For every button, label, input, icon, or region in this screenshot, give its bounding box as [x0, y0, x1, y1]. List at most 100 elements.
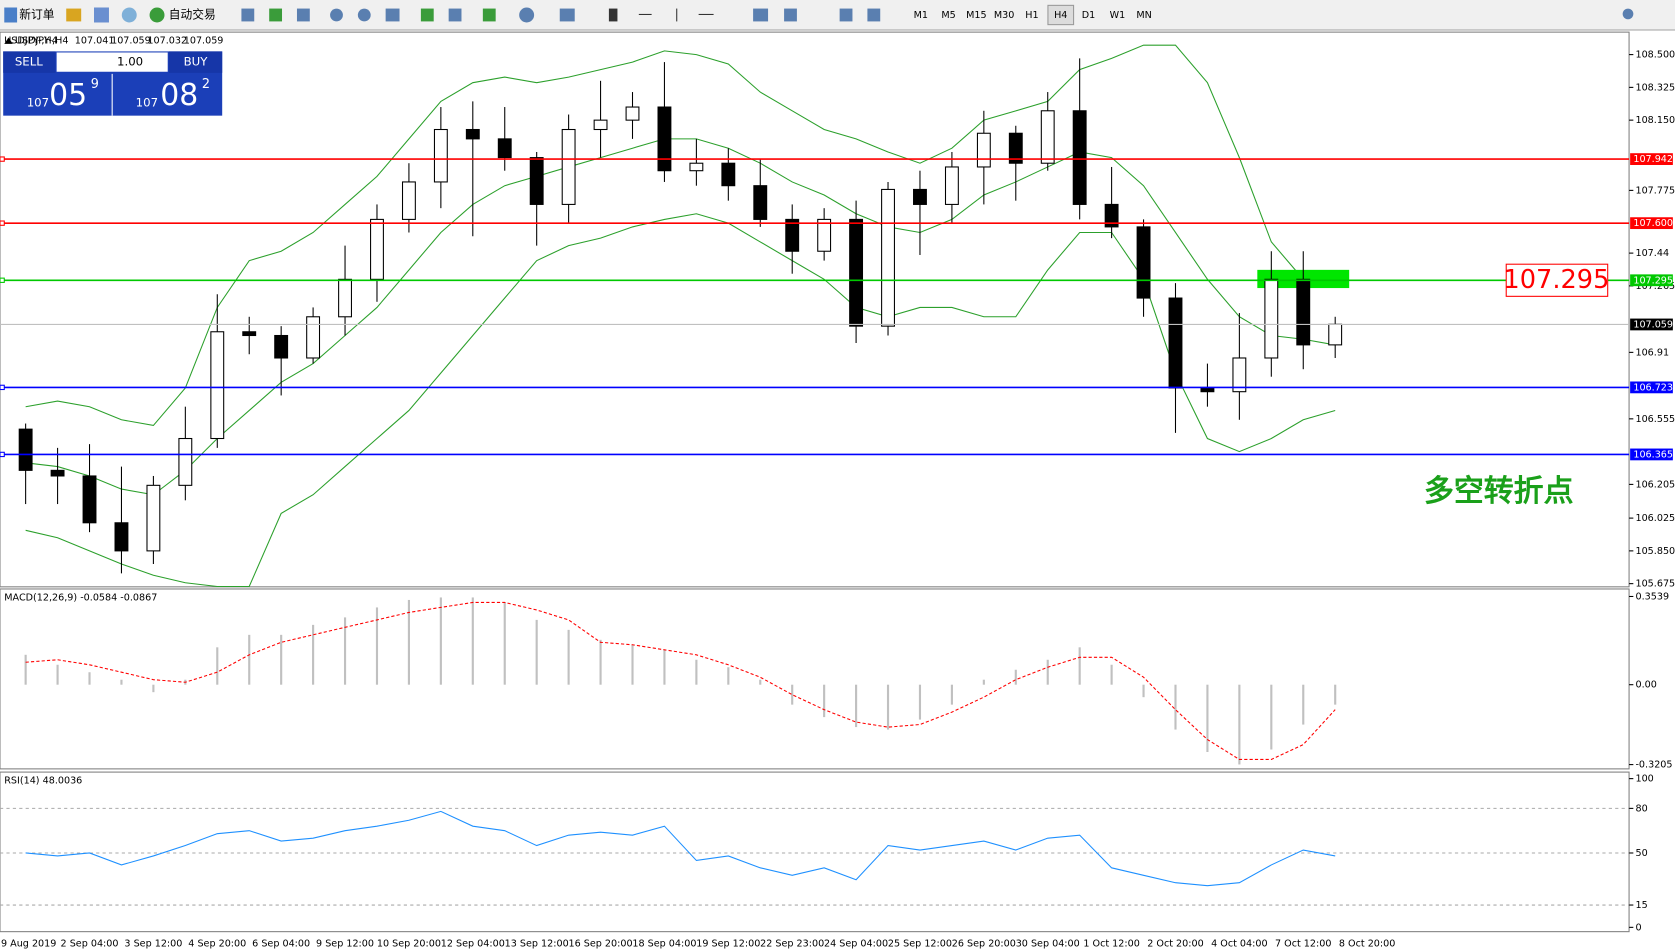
timeframe[interactable]: D1 [1082, 10, 1095, 21]
tool-icon[interactable] [784, 8, 797, 22]
macd-bar [823, 684, 826, 718]
tool-icon[interactable] [330, 8, 343, 22]
tool-icon[interactable] [482, 8, 496, 22]
candle-body [82, 475, 97, 524]
candle-body [913, 188, 927, 205]
y-tick-label: 106.205 [1635, 479, 1675, 490]
tool-icon[interactable] [867, 8, 881, 22]
tool-icon[interactable] [357, 8, 371, 22]
candle-body [593, 119, 608, 131]
candle-body [1296, 278, 1311, 346]
timeframe[interactable]: M1 [914, 10, 928, 21]
x-tick-label: 16 Sep 20:00 [569, 938, 633, 949]
new-order-icon[interactable] [4, 7, 18, 23]
macd-bar [1334, 684, 1337, 705]
timeframe[interactable]: H4 [1054, 10, 1067, 21]
timeframe[interactable]: M30 [994, 10, 1015, 21]
macd-signal [25, 601, 1336, 760]
macd-bar [855, 684, 858, 728]
y-tick-label: 107.775 [1635, 185, 1675, 196]
sell-button[interactable] [3, 51, 56, 73]
timeframe[interactable]: M15 [966, 10, 987, 21]
chart-area: USDJPY-,H4 108.500 108.325 108.150 107.775 10… [0, 31, 1675, 949]
x-tick-label: 2 Sep 04:00 [61, 938, 119, 949]
buy-pips[interactable]: 08 [160, 78, 198, 113]
tool-icon[interactable] [66, 8, 82, 22]
candle-body [561, 128, 576, 205]
tool-icon[interactable] [420, 8, 434, 22]
timeframe[interactable]: M5 [941, 10, 955, 21]
x-tick-label: 19 Sep 12:00 [696, 938, 760, 949]
lot-input[interactable] [56, 52, 168, 72]
candle-body [114, 522, 129, 552]
lot-value[interactable]: 1.00 [117, 55, 143, 69]
sell-label[interactable]: SELL [15, 55, 43, 69]
x-tick-label: 12 Sep 04:00 [441, 938, 505, 949]
sell-frac[interactable]: 9 [91, 77, 99, 92]
timeframe[interactable]: H1 [1025, 10, 1038, 21]
sell-big[interactable]: 107 [27, 95, 49, 109]
buy-label[interactable]: BUY [184, 55, 209, 69]
macd-bar [216, 647, 219, 685]
level-label: 107.295 [1633, 275, 1673, 286]
candle-body [50, 469, 65, 477]
macd-bar [280, 634, 283, 685]
tool-icon[interactable] [676, 8, 678, 22]
level-anchor [0, 220, 5, 226]
buy-button[interactable] [168, 51, 223, 73]
search-icon[interactable] [1622, 8, 1634, 20]
annotation: 多空转折点 [1424, 474, 1574, 509]
x-tick-label: 22 Sep 23:00 [760, 938, 824, 949]
new-order[interactable]: 新订单 [19, 7, 54, 21]
quote-value: 107.059 [111, 36, 151, 47]
tool-icon[interactable] [608, 8, 618, 22]
level-label: 106.723 [1633, 382, 1673, 393]
quote-value: 107.032 [147, 36, 187, 47]
x-tick-label: 29 Aug 2019 [0, 938, 56, 949]
tool-icon[interactable] [94, 7, 109, 23]
candle-body [1232, 357, 1247, 393]
macd-bar [695, 659, 698, 685]
tool-icon[interactable] [121, 7, 137, 23]
y-tick-label: 106.555 [1635, 414, 1675, 425]
macd-bar [950, 684, 953, 705]
level-anchor [0, 277, 5, 283]
quote-value: 107.041 [75, 36, 115, 47]
x-tick-label: 7 Oct 12:00 [1275, 938, 1331, 949]
level-badge [1630, 274, 1673, 287]
timeframe[interactable]: MN [1136, 10, 1151, 21]
trade-panel: SELL 1.00 BUY 107 05 9 107 08 2 [3, 51, 223, 116]
tool-icon[interactable] [839, 8, 853, 22]
tool-icon[interactable] [241, 8, 255, 22]
buy-big[interactable]: 107 [136, 95, 158, 109]
x-tick-label: 3 Sep 12:00 [124, 938, 182, 949]
tool-icon[interactable] [753, 8, 769, 22]
macd-bar [1174, 684, 1177, 730]
buy-frac[interactable]: 2 [202, 77, 210, 92]
tool-icon[interactable] [638, 13, 652, 15]
tool-icon[interactable] [519, 7, 535, 23]
tool-icon[interactable] [698, 13, 714, 15]
tool-icon[interactable] [385, 8, 400, 22]
tool-icon[interactable] [559, 8, 575, 22]
auto-trading-icon[interactable] [149, 7, 165, 23]
candle-body [1008, 132, 1023, 164]
macd-bar [1270, 684, 1273, 750]
tool-icon[interactable] [269, 8, 283, 22]
bollinger-band [25, 138, 1336, 496]
auto-trading[interactable]: 自动交易 [169, 7, 216, 21]
bollinger-band [25, 213, 1336, 588]
y-tick-label: 108.500 [1635, 50, 1675, 61]
timeframe[interactable]: W1 [1110, 10, 1126, 21]
y-tick-label: 50 [1635, 848, 1647, 859]
panel [0, 588, 1630, 770]
macd-bar [375, 607, 379, 685]
macd-bar [503, 602, 506, 685]
sell-pips[interactable]: 05 [49, 78, 87, 113]
tool-icon[interactable] [448, 8, 462, 22]
y-tick-label: 105.850 [1635, 546, 1675, 557]
x-tick-label: 8 Oct 20:00 [1339, 938, 1395, 949]
candle-body [1040, 110, 1055, 164]
macd-bar [599, 639, 602, 685]
tool-icon[interactable] [296, 8, 310, 22]
